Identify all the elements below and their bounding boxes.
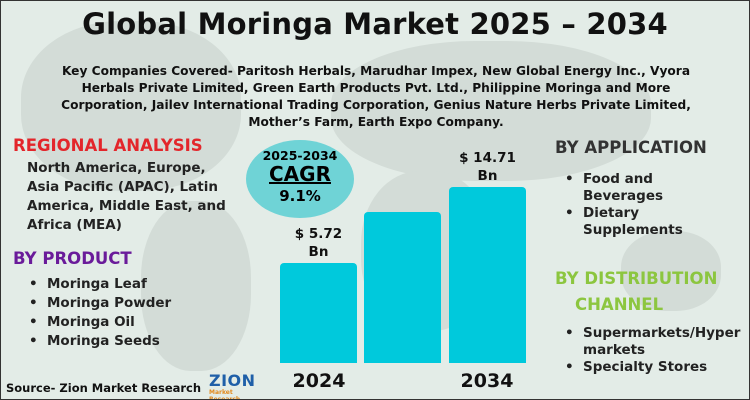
page-title: Global Moringa Market 2025 – 2034 (82, 7, 668, 41)
product-item: Moringa Oil (25, 313, 171, 332)
logo-text: ZION (209, 371, 256, 390)
product-item: Moringa Seeds (25, 332, 171, 351)
data-label-2024: $ 5.72 Bn (294, 226, 343, 261)
product-list: Moringa Leaf Moringa Powder Moringa Oil … (25, 275, 171, 351)
map-eurasia (331, 41, 651, 181)
x-tick-2024: 2024 (292, 370, 346, 392)
map-australia (621, 231, 721, 311)
data-label-2034: $ 14.71 Bn (459, 150, 516, 185)
logo-subtext: Market Research (209, 389, 241, 400)
distribution-heading: BY DISTRIBUTION (555, 269, 718, 288)
application-heading: BY APPLICATION (555, 138, 707, 157)
cagr-period: 2025-2034 (262, 148, 338, 163)
x-tick-2034: 2034 (460, 370, 514, 392)
bar-middle (364, 212, 441, 363)
distribution-heading-2: CHANNEL (575, 295, 664, 314)
bar-2024 (280, 263, 357, 363)
application-list: Food and Beverages Dietary Supplements (561, 171, 711, 239)
cagr-badge: 2025-2034 CAGR 9.1% (246, 140, 354, 218)
zion-logo: ZION Market Research (209, 371, 261, 400)
cagr-label: CAGR (269, 162, 331, 186)
product-item: Moringa Powder (25, 294, 171, 313)
map-north-america (21, 21, 241, 191)
distribution-item: Supermarkets/Hyper markets (561, 325, 741, 359)
distribution-list: Supermarkets/Hyper markets Specialty Sto… (561, 325, 741, 376)
application-item: Dietary Supplements (561, 205, 711, 239)
distribution-item: Specialty Stores (561, 359, 741, 376)
key-companies: Key Companies Covered- Paritosh Herbals,… (61, 64, 691, 129)
regional-heading: REGIONAL ANALYSIS (13, 136, 203, 155)
source-note: Source- Zion Market Research (6, 381, 202, 395)
cagr-value: 9.1% (279, 187, 321, 205)
product-item: Moringa Leaf (25, 275, 171, 294)
regional-text: North America, Europe, Asia Pacific (APA… (27, 160, 226, 233)
bar-2034 (449, 187, 526, 363)
product-heading: BY PRODUCT (13, 249, 132, 268)
application-item: Food and Beverages (561, 171, 711, 205)
